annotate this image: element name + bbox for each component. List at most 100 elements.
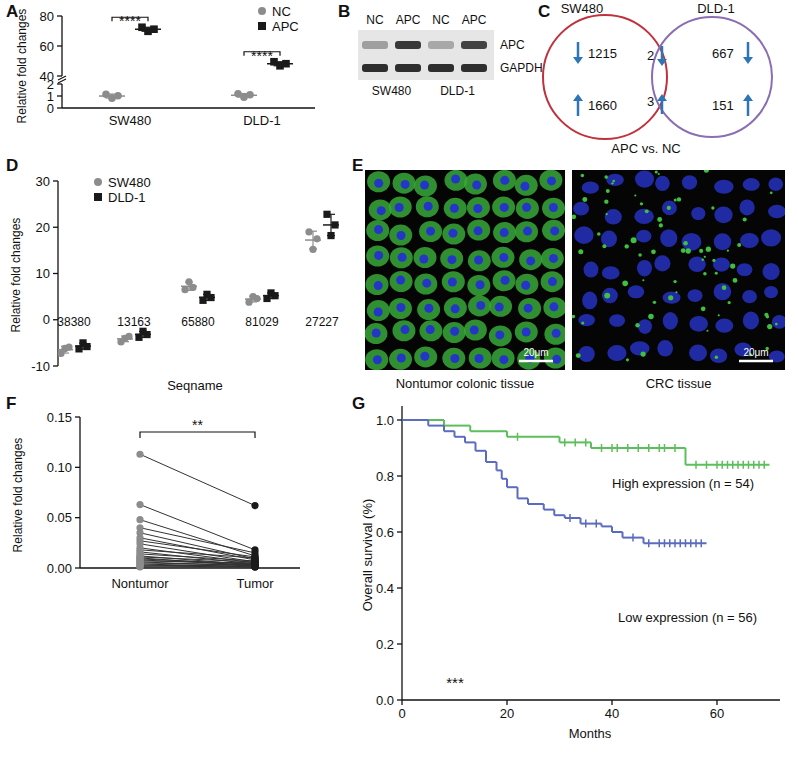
step-drop <box>543 504 545 510</box>
nucleus <box>763 263 780 280</box>
y-tick <box>53 365 58 366</box>
cell <box>493 222 516 243</box>
censor-mark <box>517 433 519 441</box>
green-dot <box>606 189 610 193</box>
nucleus <box>447 255 456 264</box>
survival-step <box>507 436 560 438</box>
axis-break <box>58 76 66 80</box>
arrow <box>747 42 750 59</box>
point <box>136 516 143 523</box>
censor-mark <box>575 438 577 446</box>
pair-line <box>140 564 255 567</box>
nucleus <box>742 290 757 303</box>
step-drop <box>622 532 624 538</box>
y-tick <box>75 567 80 568</box>
nucleus <box>573 202 589 216</box>
nucleus <box>638 319 652 334</box>
nucleus <box>419 254 428 263</box>
y-tick <box>397 419 402 420</box>
x-tick-label: DLD-1 <box>243 113 281 128</box>
step-drop <box>469 426 471 432</box>
point <box>143 331 150 338</box>
cell <box>414 346 437 367</box>
x-tick <box>401 700 402 705</box>
censor-mark <box>564 438 566 446</box>
cell <box>367 171 390 192</box>
survival-step <box>444 425 470 427</box>
y-tick <box>53 273 58 274</box>
nucleus <box>424 202 433 211</box>
censor-mark <box>585 520 587 528</box>
lane-label: APC <box>462 13 487 27</box>
arrow <box>577 42 580 59</box>
survival-step <box>476 450 487 452</box>
y-tick-label: -10 <box>31 359 50 374</box>
cell <box>515 321 538 342</box>
nucleus <box>550 226 559 235</box>
green-dot <box>635 323 639 327</box>
nucleus <box>448 229 457 238</box>
point <box>309 246 316 253</box>
micrograph <box>365 170 565 370</box>
cell <box>493 170 516 191</box>
cell <box>392 320 415 341</box>
arrow-head <box>657 94 667 101</box>
step-drop <box>517 487 519 498</box>
cell <box>443 322 466 343</box>
green-dot <box>683 241 688 246</box>
x-tick-label: 38380 <box>57 315 91 329</box>
y-tick-label: 40 <box>40 69 54 84</box>
green-dot <box>706 330 708 332</box>
panel-letter: B <box>338 2 350 21</box>
nucleus <box>522 327 531 336</box>
green-dot <box>699 249 703 253</box>
cell <box>365 349 388 370</box>
x-tick-label: 13163 <box>117 315 151 329</box>
green-dot <box>743 217 747 221</box>
cell <box>444 170 467 191</box>
band <box>395 64 421 72</box>
censor-mark <box>695 539 697 547</box>
y-axis-label: Relative fold changes <box>15 9 29 124</box>
nucleus <box>663 312 678 330</box>
scale-bar <box>519 360 553 363</box>
pair-line <box>140 454 255 505</box>
censor-mark <box>695 461 697 469</box>
censor-mark <box>743 461 745 469</box>
nucleus <box>451 174 460 183</box>
nucleus <box>710 349 727 363</box>
censor-mark <box>758 461 760 469</box>
nucleus <box>606 174 624 186</box>
step-drop <box>501 470 503 478</box>
step-drop <box>601 524 603 527</box>
nucleus <box>473 204 482 213</box>
nucleus <box>714 283 732 300</box>
point <box>136 501 143 508</box>
nucleus <box>582 182 599 194</box>
legend-label: NC <box>272 4 291 19</box>
nucleus <box>715 319 733 333</box>
green-dot <box>677 197 681 201</box>
green-dot <box>711 206 714 209</box>
green-dot <box>597 232 601 236</box>
censor-mark <box>764 461 766 469</box>
green-dot <box>667 206 671 210</box>
green-dot <box>733 278 738 283</box>
arrow <box>747 99 750 116</box>
censor-mark <box>680 539 682 547</box>
y-axis-label: Relative fold changes <box>9 218 23 333</box>
nucleus <box>602 266 620 279</box>
survival-step <box>518 497 529 499</box>
y-tick-label: 0.6 <box>376 525 394 540</box>
y-tick <box>397 475 402 476</box>
green-dot <box>730 264 735 269</box>
censor-mark <box>596 520 598 528</box>
x-tick <box>506 700 507 705</box>
nucleus <box>743 178 760 191</box>
cell <box>444 297 467 318</box>
nucleus <box>689 345 707 362</box>
venn-set <box>543 15 667 139</box>
green-dot <box>631 237 637 243</box>
cell <box>419 221 442 242</box>
green-dot <box>648 314 654 320</box>
